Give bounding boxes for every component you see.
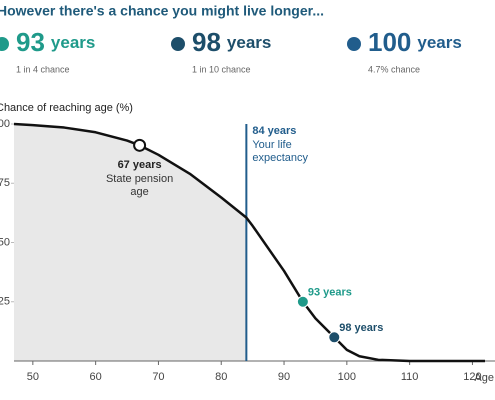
point-label: 93 years <box>308 287 352 299</box>
x-tick-label: 60 <box>90 371 102 383</box>
stat-chance: 1 in 4 chance <box>16 64 70 74</box>
point-label: 98 years <box>339 322 383 334</box>
stat-dot <box>0 37 9 51</box>
survival-line <box>13 122 485 363</box>
stat-age: 98 years <box>192 27 271 57</box>
x-axis-label: Age <box>474 372 494 384</box>
title: However there's a chance you might live … <box>0 3 324 19</box>
point-note: age <box>130 186 148 198</box>
y-tick-label: 25 <box>0 296 10 308</box>
life-expectancy-note: Your life <box>252 139 291 151</box>
stat-chance: 4.7% chance <box>368 64 420 74</box>
life-expectancy-note: expectancy <box>252 152 308 164</box>
stat-age: 93 years <box>16 27 95 57</box>
life-expectancy-label: 84 years <box>252 125 296 137</box>
stat-age-number: 93 <box>16 27 45 57</box>
x-tick-label: 80 <box>215 371 227 383</box>
x-tick-label: 100 <box>338 371 356 383</box>
stat-age: 100 years <box>368 27 462 57</box>
x-tick-label: 90 <box>278 371 290 383</box>
stat-unit: years <box>417 33 461 52</box>
stat-age-number: 100 <box>368 27 411 57</box>
stat-age-number: 98 <box>192 27 221 57</box>
point <box>296 295 309 308</box>
x-tick-label: 70 <box>152 371 164 383</box>
point-note: State pension <box>106 173 173 185</box>
stat-dot <box>347 37 361 51</box>
y-tick-label: 100 <box>0 118 10 130</box>
x-tick-label: 110 <box>401 371 419 383</box>
y-axis-label: Chance of reaching age (%) <box>0 102 133 114</box>
y-tick-label: 75 <box>0 177 10 189</box>
point <box>328 331 341 344</box>
point-label: 67 years <box>118 159 162 171</box>
x-tick-label: 120 <box>463 371 481 383</box>
stat-unit: years <box>227 33 271 52</box>
stat-chance: 1 in 10 chance <box>192 64 251 74</box>
stat-dot <box>171 37 185 51</box>
stat-unit: years <box>51 33 95 52</box>
x-tick-label: 50 <box>27 371 39 383</box>
area <box>14 124 247 361</box>
point <box>133 138 147 152</box>
y-tick-label: 50 <box>0 236 10 248</box>
